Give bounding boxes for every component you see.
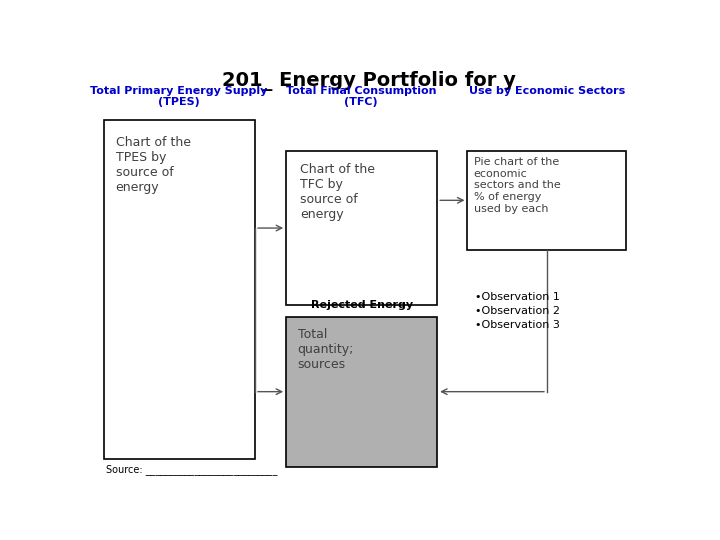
Bar: [286, 151, 437, 305]
Text: Chart of the
TPES by
source of
energy: Chart of the TPES by source of energy: [116, 136, 191, 194]
Bar: [104, 120, 255, 459]
Text: •Observation 1: •Observation 1: [475, 292, 560, 302]
Text: Chart of the
TFC by
source of
energy: Chart of the TFC by source of energy: [300, 163, 375, 221]
Text: Rejected Energy: Rejected Energy: [310, 300, 413, 310]
Text: Total Primary Energy Supply
(TPES): Total Primary Energy Supply (TPES): [91, 85, 268, 107]
Bar: [286, 316, 437, 467]
Bar: [467, 151, 626, 249]
Text: •Observation 3: •Observation 3: [475, 320, 560, 329]
Text: 201_ Energy Portfolio for y: 201_ Energy Portfolio for y: [222, 71, 516, 91]
Text: Pie chart of the
economic
sectors and the
% of energy
used by each: Pie chart of the economic sectors and th…: [474, 157, 560, 214]
Text: •Observation 2: •Observation 2: [475, 306, 560, 316]
Text: Use by Economic Sectors: Use by Economic Sectors: [469, 85, 626, 96]
Text: Total
quantity;
sources: Total quantity; sources: [297, 328, 354, 371]
Text: Source: ___________________________: Source: ___________________________: [106, 464, 277, 475]
Text: Total Final Consumption
(TFC): Total Final Consumption (TFC): [286, 85, 436, 107]
